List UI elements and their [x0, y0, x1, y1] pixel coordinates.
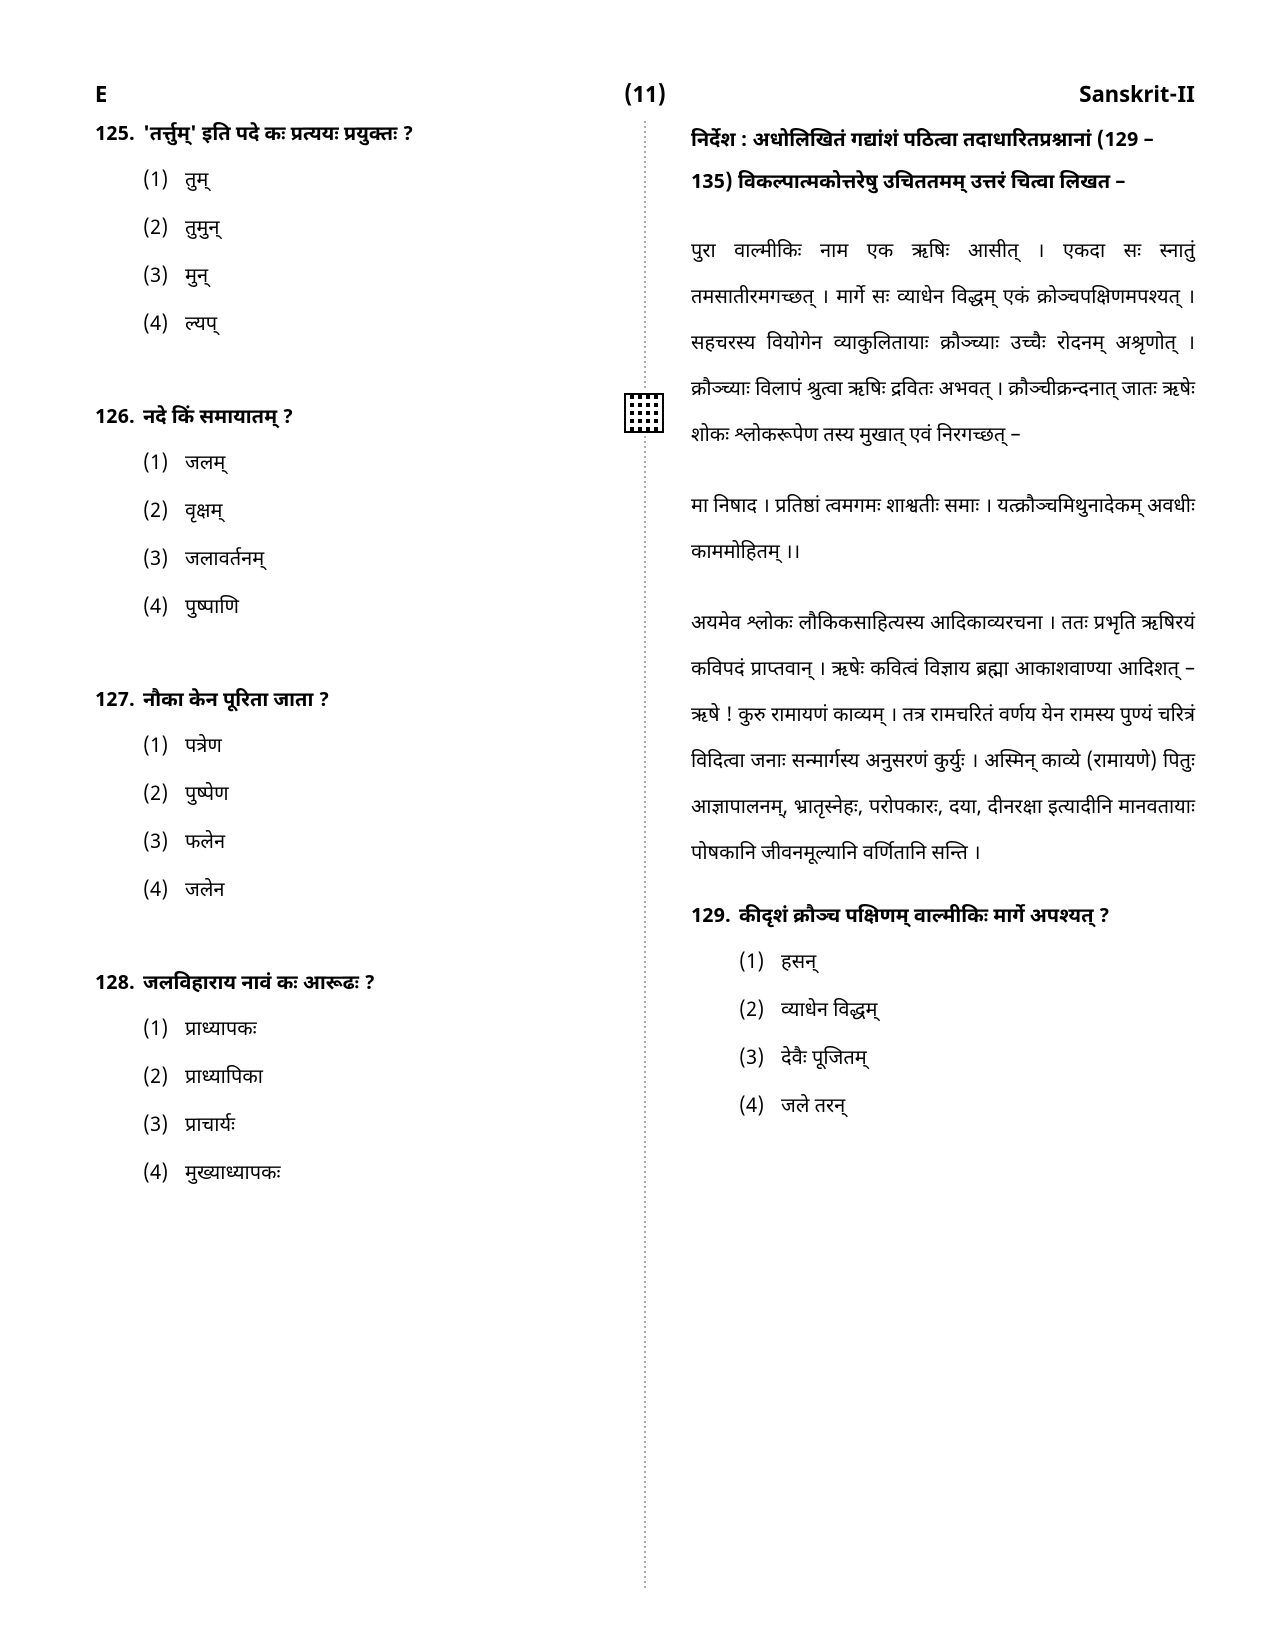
option: (3)देवैः पूजितम्: [739, 1045, 1195, 1075]
question-number: 126.: [95, 404, 143, 642]
option: (4)पुष्पाणि: [143, 594, 599, 624]
option: (2)व्याधेन विद्धम्: [739, 997, 1195, 1027]
question-text: 'तर्त्तुम्' इति पदे कः प्रत्ययः प्रयुक्त…: [143, 121, 599, 151]
option: (3)जलावर्तनम्: [143, 546, 599, 576]
passage-para-1: पुरा वाल्मीकिः नाम एक ऋषिः आसीत् । एकदा …: [691, 230, 1195, 460]
question-text: कीदृशं क्रौञ्च पक्षिणम् वाल्मीकिः मार्गे…: [739, 903, 1195, 933]
option: (1)तुम्: [143, 167, 599, 197]
qr-code-wrap: [622, 391, 666, 435]
option: (1)प्राध्यापकः: [143, 1016, 599, 1046]
question-text: नदे किं समायातम् ?: [143, 404, 599, 434]
right-column: निर्देश : अधोलिखितं गद्यांशं पठित्वा तदा…: [691, 121, 1195, 1591]
qr-code-icon: [624, 393, 664, 433]
option: (4)ल्यप्: [143, 311, 599, 341]
question-number: 127.: [95, 687, 143, 925]
option: (3)प्राचार्यः: [143, 1112, 599, 1142]
question-text: जलविहाराय नावं कः आरूढः ?: [143, 970, 599, 1000]
option: (4)जले तरन्: [739, 1093, 1195, 1123]
option: (2)प्राध्यापिका: [143, 1064, 599, 1094]
subject-name: Sanskrit-II: [700, 80, 1195, 113]
option: (2)पुष्पेण: [143, 781, 599, 811]
option: (1)जलम्: [143, 450, 599, 480]
passage-instruction: निर्देश : अधोलिखितं गद्यांशं पठित्वा तदा…: [691, 121, 1195, 205]
passage: पुरा वाल्मीकिः नाम एक ऋषिः आसीत् । एकदा …: [691, 230, 1195, 878]
content-columns: 125. 'तर्त्तुम्' इति पदे कः प्रत्ययः प्र…: [95, 121, 1195, 1591]
question-125: 125. 'तर्त्तुम्' इति पदे कः प्रत्ययः प्र…: [95, 121, 599, 359]
set-code: E: [95, 80, 590, 113]
question-126: 126. नदे किं समायातम् ? (1)जलम् (2)वृक्ष…: [95, 404, 599, 642]
passage-para-3: अयमेव श्लोकः लौकिकसाहित्यस्य आदिकाव्यरचन…: [691, 602, 1195, 878]
question-129: 129. कीदृशं क्रौञ्च पक्षिणम् वाल्मीकिः म…: [691, 903, 1195, 1123]
option: (1)हसन्: [739, 949, 1195, 979]
left-column: 125. 'तर्त्तुम्' इति पदे कः प्रत्ययः प्र…: [95, 121, 599, 1591]
question-127: 127. नौका केन पूरिता जाता ? (1)पत्रेण (2…: [95, 687, 599, 925]
passage-para-2: मा निषाद । प्रतिष्ठां त्वमगमः शाश्वतीः स…: [691, 485, 1195, 577]
question-number: 128.: [95, 970, 143, 1190]
page-header: E (11) Sanskrit-II: [95, 80, 1195, 113]
question-128: 128. जलविहाराय नावं कः आरूढः ? (1)प्राध्…: [95, 970, 599, 1190]
question-number: 125.: [95, 121, 143, 359]
column-divider: [644, 121, 646, 1591]
page-number: (11): [624, 80, 666, 113]
option: (4)मुख्याध्यापकः: [143, 1160, 599, 1190]
option: (3)फलेन: [143, 829, 599, 859]
option: (2)तुमुन्: [143, 215, 599, 245]
option: (2)वृक्षम्: [143, 498, 599, 528]
option: (1)पत्रेण: [143, 733, 599, 763]
question-text: नौका केन पूरिता जाता ?: [143, 687, 599, 717]
option: (4)जलेन: [143, 877, 599, 907]
option: (3)मुन्: [143, 263, 599, 293]
question-number: 129.: [691, 903, 739, 1123]
